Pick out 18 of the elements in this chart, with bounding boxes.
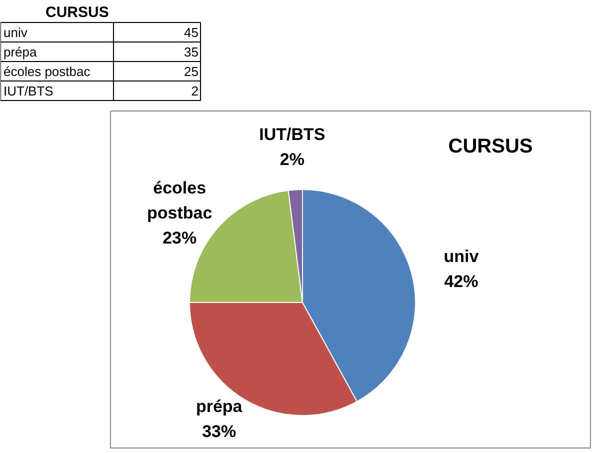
text: 25 [184,64,199,79]
data-label: 23% [162,228,197,248]
data-label: 2% [280,150,305,170]
category-label: IUT/BTS [4,83,54,98]
chart-title: CURSUS [448,136,533,158]
text: 45 [184,24,199,40]
category-label: univ [4,24,28,40]
text: CURSUS [46,4,109,21]
slice-label: prépa [196,397,243,416]
category-label: prépa [4,44,37,60]
slice-label: univ [444,246,480,266]
text: 35 [184,44,199,60]
data-label: 33% [202,422,236,442]
slice-label: IUT/BTS [259,125,326,144]
data-label: 42% [444,272,478,291]
slice-label: écoles postbac [147,178,212,222]
category-label: écoles postbac [4,64,90,79]
text: 2 [191,83,199,98]
